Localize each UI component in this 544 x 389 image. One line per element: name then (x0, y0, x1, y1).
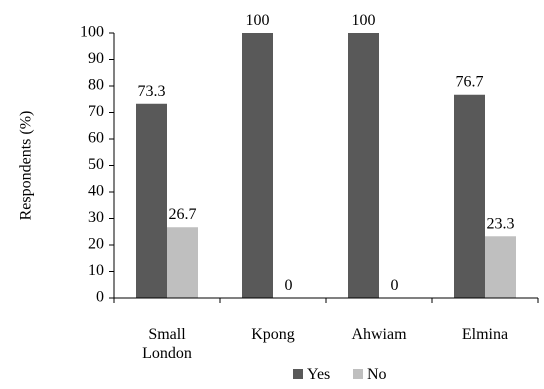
bar-no-3 (485, 236, 516, 298)
y-tick-label: 50 (88, 156, 104, 173)
y-tick-label: 0 (96, 289, 104, 306)
legend: Yes No (293, 366, 387, 383)
data-labels: 73.3 26.7 100 0 100 0 76.7 23.3 (138, 12, 515, 294)
y-tick-label: 100 (80, 24, 104, 41)
y-tick-label: 40 (88, 183, 104, 200)
y-tick-label: 30 (88, 209, 104, 226)
category-labels: Small London Kpong Ahwiam Elmina (142, 326, 508, 362)
data-label-no-3: 23.3 (487, 215, 515, 232)
category-label: Ahwiam (351, 326, 407, 343)
legend-label-yes: Yes (307, 366, 330, 383)
y-tick-label: 60 (88, 130, 104, 147)
legend-swatch-yes (293, 369, 303, 379)
legend-label-no: No (367, 366, 387, 383)
y-tick-label: 70 (88, 103, 104, 120)
bar-yes-0 (136, 103, 167, 298)
legend-swatch-no (353, 369, 363, 379)
data-label-yes-2: 100 (352, 12, 376, 29)
y-tick-label: 80 (88, 77, 104, 94)
data-label-yes-3: 76.7 (456, 74, 484, 91)
category-label: London (142, 345, 192, 362)
bar-yes-3 (454, 94, 485, 299)
bar-no-0 (167, 227, 198, 298)
y-axis-title-group: Respondents (%) (18, 111, 35, 221)
y-tick-label: 20 (88, 236, 104, 253)
category-label: Small (148, 326, 186, 343)
y-axis-title: Respondents (%) (18, 111, 35, 221)
y-tick-label: 90 (88, 50, 104, 67)
bars (136, 33, 516, 299)
data-label-yes-0: 73.3 (138, 83, 166, 100)
data-label-yes-1: 100 (246, 12, 270, 29)
bar-yes-1 (242, 33, 273, 298)
category-label: Kpong (251, 326, 295, 343)
y-tick-label: 10 (88, 262, 104, 279)
data-label-no-1: 0 (285, 277, 293, 294)
bar-yes-2 (348, 33, 379, 298)
category-label: Elmina (462, 326, 508, 343)
y-axis-ticks: 0 10 20 30 40 50 60 70 80 90 100 (80, 24, 539, 306)
data-label-no-0: 26.7 (169, 206, 197, 223)
data-label-no-2: 0 (391, 277, 399, 294)
